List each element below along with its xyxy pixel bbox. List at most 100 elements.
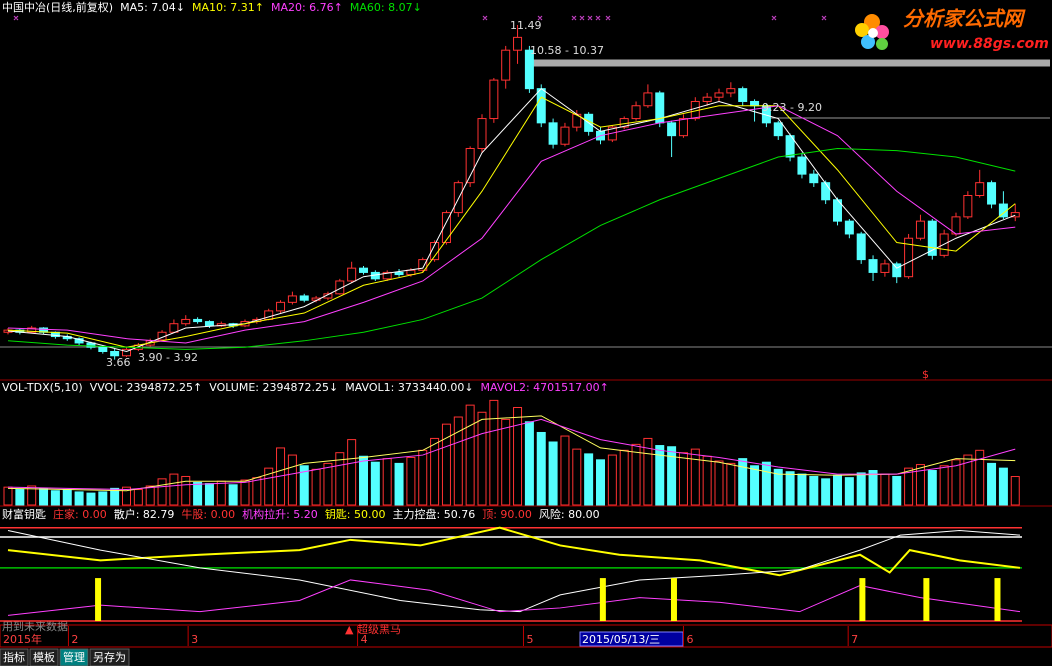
volume-bar	[62, 489, 72, 506]
candle-body	[524, 49, 534, 90]
tab-label[interactable]: 指标	[3, 650, 25, 664]
volume-bar	[110, 487, 120, 506]
signal-bar	[599, 578, 606, 621]
candle-body	[987, 182, 997, 205]
legend-label: VOLUME: 2394872.25↓	[209, 381, 338, 394]
volume-bar	[465, 404, 475, 506]
candle-body	[856, 233, 866, 261]
candle-body	[465, 147, 475, 184]
year-label: 2015年	[3, 632, 42, 646]
volume-bar	[181, 475, 191, 506]
volume-bar	[738, 458, 748, 506]
volume-bar	[406, 456, 416, 506]
candle-body	[27, 327, 37, 333]
candle-body	[299, 295, 309, 301]
candle-body	[726, 88, 736, 94]
line	[7, 529, 1021, 613]
volume-bar	[927, 470, 937, 506]
candle-body	[287, 295, 297, 303]
legend-label: MA5: 7.04↓	[120, 1, 185, 14]
volume-bar	[761, 461, 771, 506]
volume-bar	[50, 490, 60, 506]
tab-label[interactable]: 管理	[63, 650, 85, 664]
annotation: 3.66	[106, 356, 131, 369]
volume-bar	[939, 465, 949, 506]
x-tick-label: 7	[851, 633, 858, 646]
line	[7, 415, 1016, 492]
volume-bar	[98, 491, 108, 506]
volume-bar	[311, 468, 321, 506]
volume-bar	[868, 470, 878, 506]
candle-body	[738, 88, 748, 102]
legend-label: 钥匙: 50.00	[325, 507, 386, 521]
volume-bar	[904, 467, 914, 506]
volume-bar	[750, 465, 760, 506]
volume-bar	[430, 437, 440, 506]
volume-bar	[394, 462, 404, 506]
candle-body	[927, 220, 937, 256]
candle-body	[110, 350, 120, 357]
volume-bar	[228, 484, 238, 506]
tab[interactable]	[0, 648, 29, 666]
volume-bar	[477, 411, 487, 506]
candle-body	[915, 220, 925, 239]
tab-label[interactable]: 另存为	[93, 650, 126, 664]
signal-bar	[859, 578, 866, 621]
x-tick-label: 4	[361, 633, 368, 646]
tab[interactable]	[59, 648, 89, 666]
x-tick-label: 3	[191, 633, 198, 646]
candle-body	[1010, 212, 1020, 218]
volume-bar	[678, 452, 688, 506]
legend-label: 风险: 80.00	[539, 507, 600, 521]
legend-label: 散户: 82.79	[114, 507, 175, 521]
volume-bar	[323, 462, 333, 506]
volume-bar	[631, 443, 641, 506]
signal-bar	[95, 578, 102, 621]
volume-bar	[714, 460, 724, 506]
volume-bar	[880, 473, 890, 506]
legend-label: 主力控盘: 50.76	[393, 507, 476, 521]
volume-bar	[643, 437, 653, 506]
line	[7, 418, 1016, 491]
legend-label: MAVOL2: 4701517.00↑	[481, 381, 609, 394]
volume-bar	[844, 477, 854, 506]
tab-label[interactable]: 模板	[33, 650, 55, 664]
legend-label: 财富钥匙	[2, 507, 46, 521]
volume-bar	[335, 452, 345, 506]
candle-body	[441, 212, 451, 244]
legend-label: 机构拉升: 5.20	[242, 507, 318, 521]
volume-bar	[27, 485, 37, 506]
volume-bar	[667, 446, 677, 506]
cursor-date: 2015/05/13/三	[582, 633, 660, 646]
volume-bar	[596, 459, 605, 506]
tab[interactable]	[89, 648, 130, 666]
legend-label: 顶: 90.00	[482, 508, 532, 521]
volume-bar	[773, 468, 783, 506]
volume-bar	[169, 473, 179, 506]
volume-bar	[418, 449, 428, 506]
candle-body	[809, 173, 819, 184]
candle-body	[750, 100, 760, 107]
volume-bar	[833, 474, 842, 506]
x-tick-label: 5	[526, 633, 533, 646]
volume-bar	[607, 454, 617, 506]
candle-body	[489, 79, 499, 120]
volume-bar	[347, 439, 357, 506]
volume-bar	[1010, 476, 1020, 506]
candle-body	[714, 92, 724, 98]
volume-bar	[951, 459, 961, 506]
tab[interactable]	[29, 648, 59, 666]
candle-body	[382, 271, 392, 280]
volume-bar	[39, 487, 49, 506]
candle-body	[453, 182, 463, 214]
candle-body	[501, 49, 511, 81]
logo-url: www.88gs.com	[930, 36, 1049, 52]
candle-body	[122, 348, 131, 357]
volume-bar	[382, 458, 392, 506]
annotation: 11.49	[510, 19, 542, 32]
volume-bar	[216, 480, 226, 506]
legend-label: MA10: 7.31↑	[192, 1, 264, 14]
candle-body	[631, 105, 641, 120]
